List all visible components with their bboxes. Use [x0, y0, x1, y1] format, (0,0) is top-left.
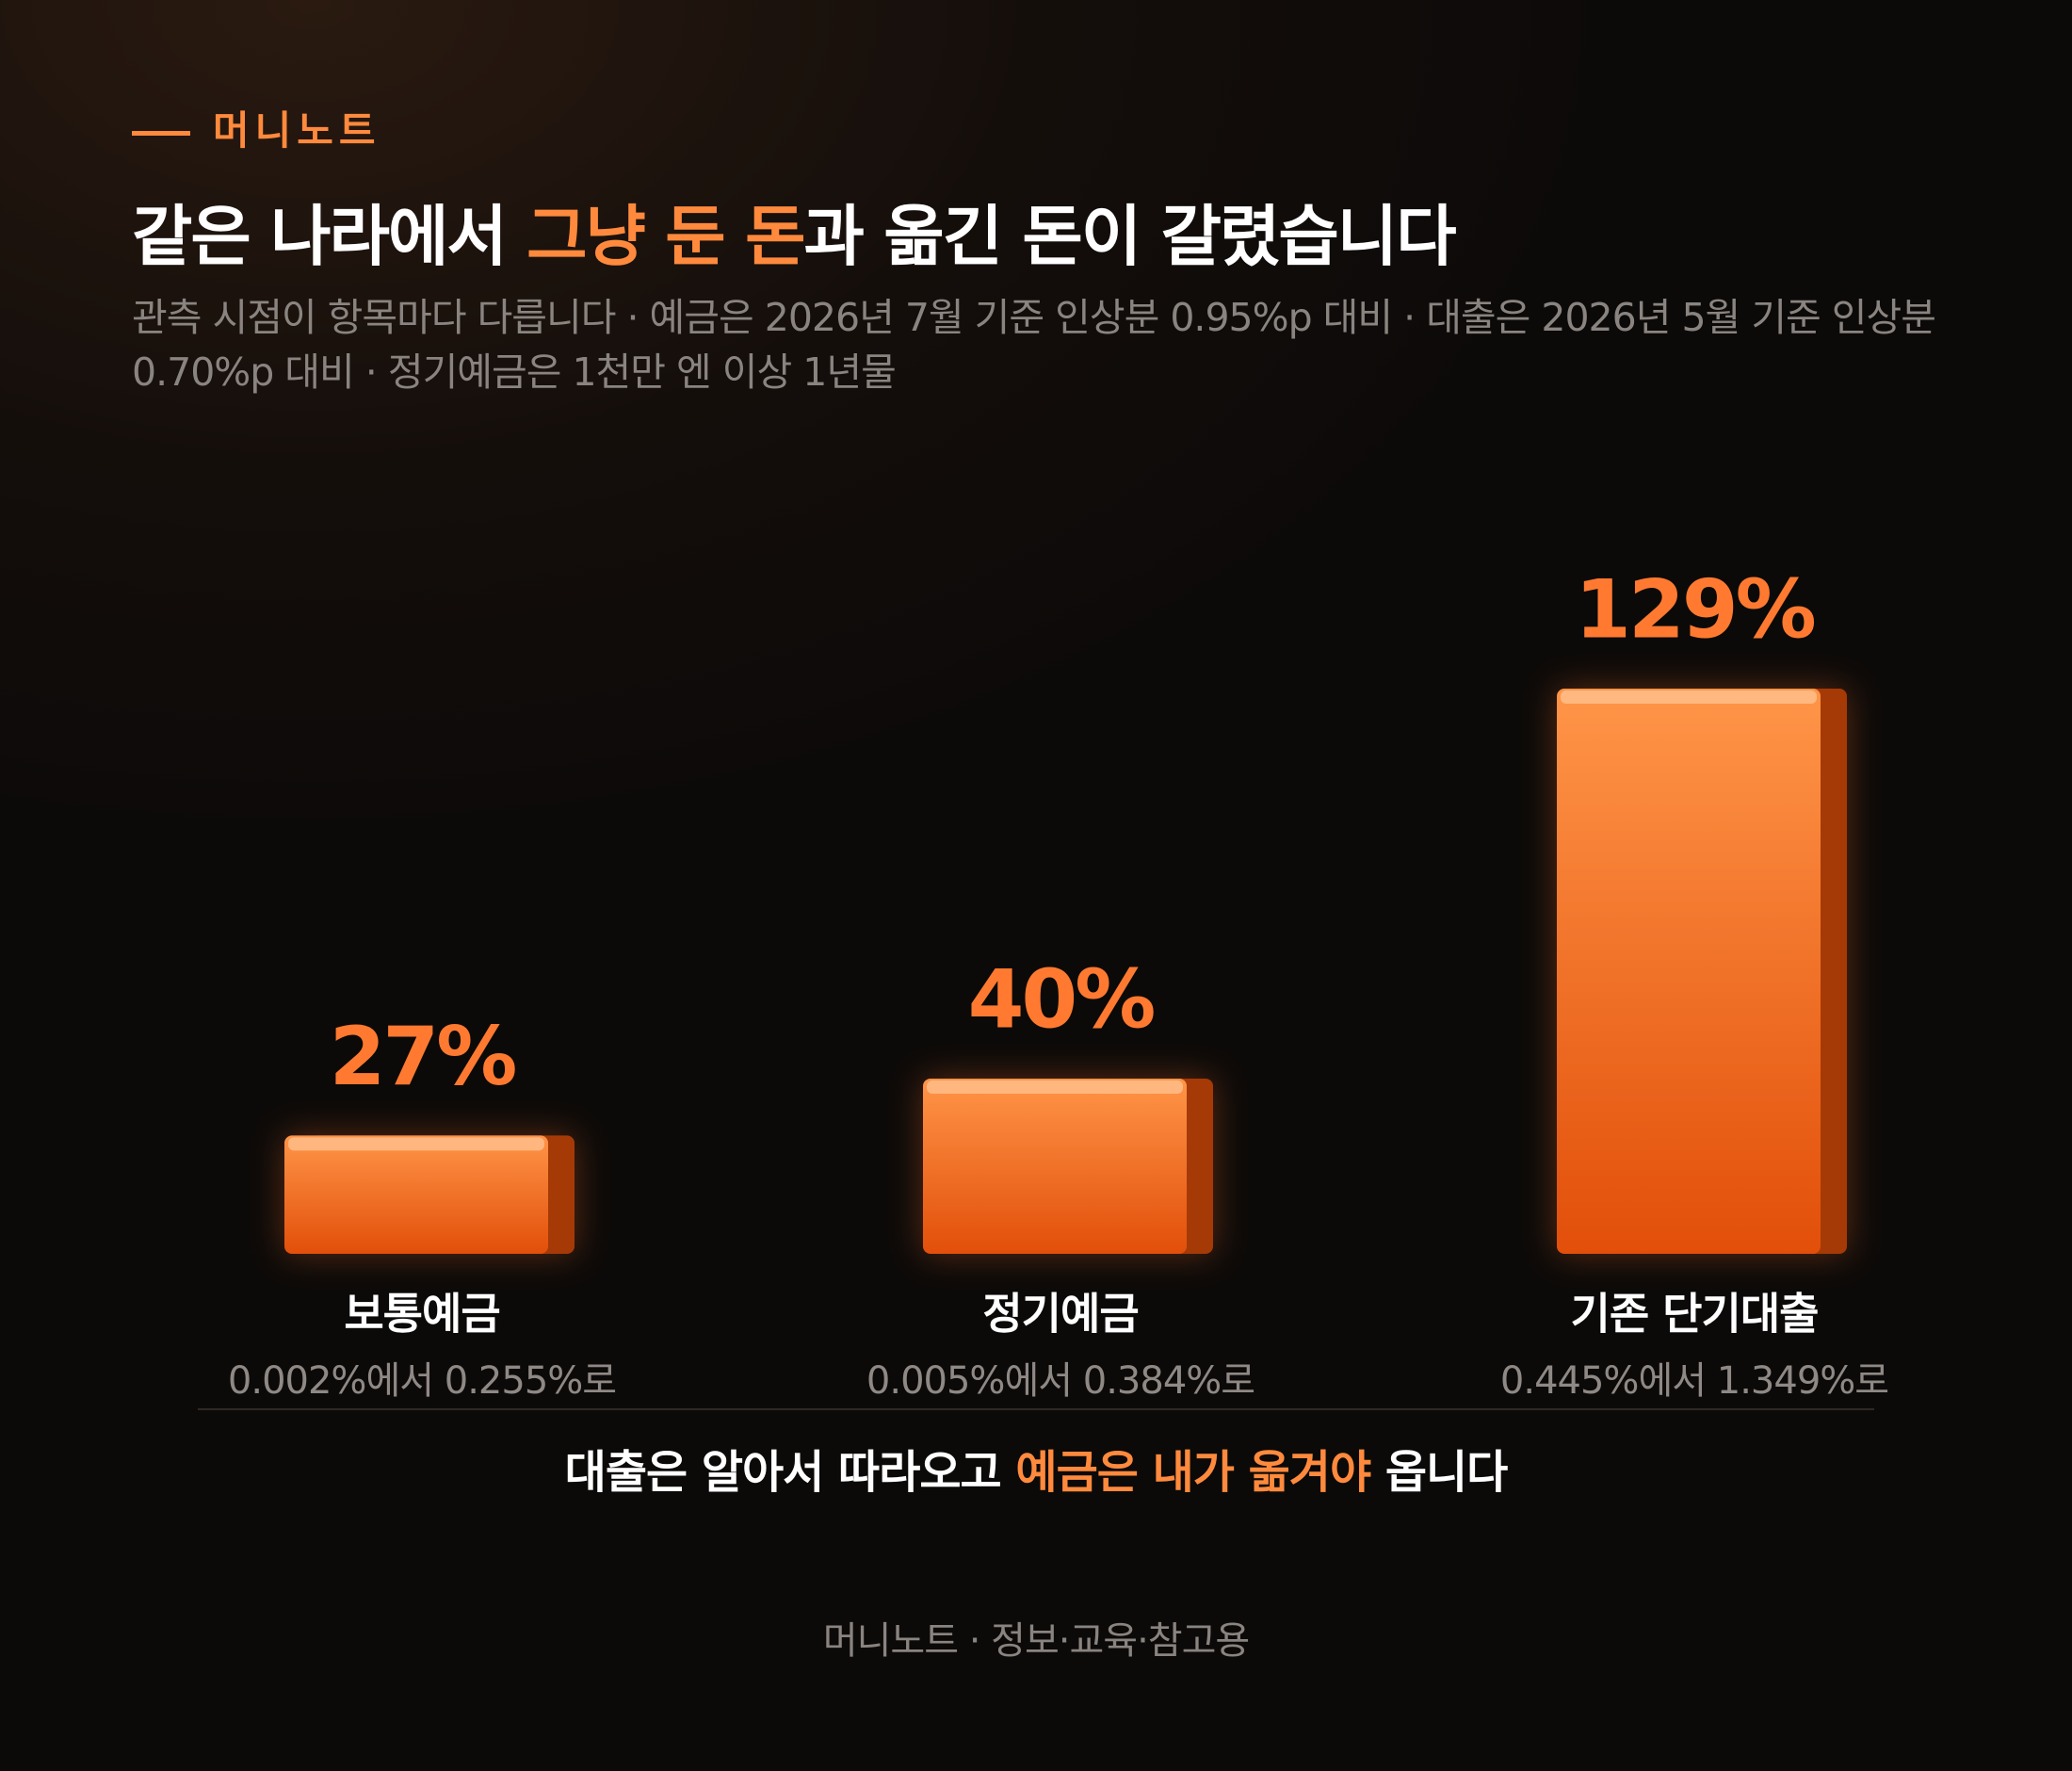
bar: [1557, 689, 1821, 1254]
bar: [284, 1135, 548, 1254]
sub-label: 0.002%에서 0.255%로: [228, 1359, 616, 1403]
note-part: 대출은 알아서 따라오고: [565, 1446, 1016, 1499]
bar: [923, 1078, 1187, 1254]
chart-title: 같은 나라에서 그냥 둔 돈과 옮긴 돈이 갈렸습니다: [132, 184, 1457, 279]
title-part: 같은 나라에서: [132, 198, 527, 275]
value-label: 129%: [1575, 562, 1815, 657]
title-part: 과 옮긴 돈이 갈렸습니다: [803, 198, 1456, 275]
category-label: 기존 단기대출: [1571, 1289, 1819, 1340]
note: 대출은 알아서 따라오고 예금은 내가 옮겨야 옵니다: [565, 1446, 1508, 1499]
brand-text: 머니노트: [213, 107, 381, 154]
value-label: 40%: [968, 952, 1155, 1047]
note-part: 예금은 내가 옮겨야: [1015, 1446, 1371, 1499]
bar-highlight: [1561, 691, 1817, 704]
subtitle: 관측 시점이 항목마다 다릅니다 · 예금은 2026년 7월 기준 인상분 0…: [132, 295, 1936, 395]
sub-label: 0.005%에서 0.384%로: [866, 1359, 1255, 1403]
bar-highlight: [288, 1137, 544, 1151]
brand-dash: [132, 131, 190, 136]
value-label: 27%: [330, 1010, 516, 1104]
brand: 머니노트: [132, 99, 381, 156]
category-label: 보통예금: [344, 1289, 499, 1340]
bar-highlight: [927, 1080, 1183, 1094]
title-part: 그냥 둔 돈: [526, 198, 805, 275]
category-label: 정기예금: [982, 1289, 1138, 1340]
sub-label: 0.445%에서 1.349%로: [1500, 1359, 1888, 1403]
footer: 머니노트 · 정보·교육·참고용: [823, 1619, 1249, 1663]
note-part: 옵니다: [1370, 1446, 1508, 1499]
